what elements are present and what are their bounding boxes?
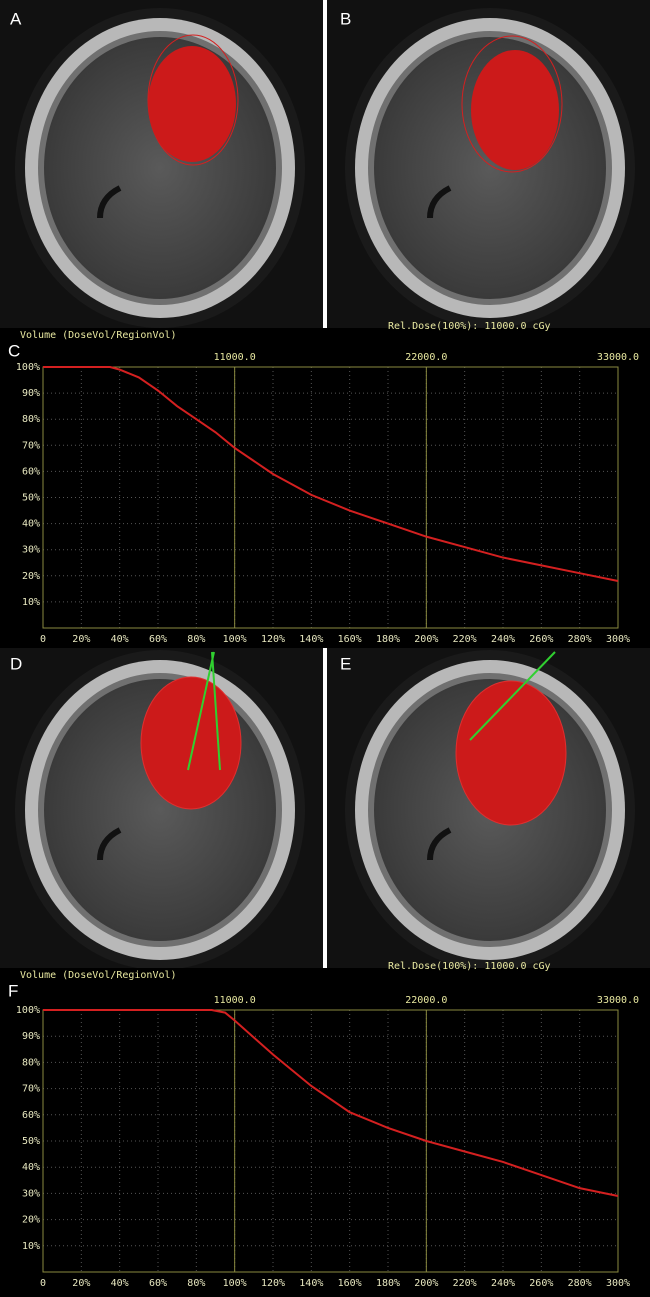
y-tick-label: 100% bbox=[16, 1005, 40, 1016]
y-tick-label: 100% bbox=[16, 362, 40, 373]
y-tick-label: 30% bbox=[22, 545, 40, 556]
y-tick-label: 20% bbox=[22, 571, 40, 582]
x-tick-label: 280% bbox=[568, 1278, 592, 1289]
y-tick-label: 50% bbox=[22, 493, 40, 504]
x-tick-label: 180% bbox=[376, 634, 400, 645]
annotation: Rel.Dose(100%): 11000.0 cGy bbox=[388, 321, 551, 332]
needle bbox=[469, 651, 556, 741]
y-tick-label: 60% bbox=[22, 1110, 40, 1121]
isodose-contour bbox=[461, 35, 563, 173]
x-tick-label: 240% bbox=[491, 634, 515, 645]
x-tick-label: 40% bbox=[111, 634, 129, 645]
y-axis-label: Volume (DoseVol/RegionVol) bbox=[20, 970, 177, 981]
x2-tick-label: 33000.0 bbox=[597, 352, 639, 363]
x-tick-label: 220% bbox=[453, 634, 477, 645]
x2-tick-label: 11000.0 bbox=[214, 995, 256, 1006]
x-tick-label: 100% bbox=[223, 634, 247, 645]
x-tick-label: 260% bbox=[529, 1278, 553, 1289]
tumor bbox=[471, 50, 559, 170]
x2-tick-label: 33000.0 bbox=[597, 995, 639, 1006]
y-tick-label: 90% bbox=[22, 1031, 40, 1042]
y-tick-label: 10% bbox=[22, 597, 40, 608]
panel-label: D bbox=[10, 654, 22, 673]
tumor bbox=[140, 676, 242, 810]
panel-label: C bbox=[8, 341, 20, 360]
x-tick-label: 20% bbox=[72, 1278, 90, 1289]
ct-slice bbox=[345, 8, 635, 328]
y-tick-label: 80% bbox=[22, 1057, 40, 1068]
x2-tick-label: 22000.0 bbox=[405, 352, 447, 363]
x-tick-label: 0 bbox=[40, 634, 46, 645]
plot-frame bbox=[42, 366, 619, 629]
x-tick-label: 200% bbox=[414, 634, 438, 645]
panel-label: B bbox=[340, 9, 351, 28]
x-tick-label: 180% bbox=[376, 1278, 400, 1289]
x-tick-label: 300% bbox=[606, 634, 630, 645]
x-tick-label: 120% bbox=[261, 634, 285, 645]
x-tick-label: 120% bbox=[261, 1278, 285, 1289]
x-tick-label: 40% bbox=[111, 1278, 129, 1289]
x-tick-label: 280% bbox=[568, 634, 592, 645]
y-tick-label: 80% bbox=[22, 414, 40, 425]
chart-bg bbox=[0, 328, 650, 648]
plot-frame bbox=[42, 1009, 619, 1273]
x-tick-label: 240% bbox=[491, 1278, 515, 1289]
needle bbox=[187, 651, 215, 771]
x-tick-label: 140% bbox=[299, 1278, 323, 1289]
dvh-curve bbox=[43, 366, 619, 582]
x2-tick-label: 22000.0 bbox=[405, 995, 447, 1006]
x-tick-label: 80% bbox=[187, 1278, 205, 1289]
y-tick-label: 50% bbox=[22, 1136, 40, 1147]
x-tick-label: 260% bbox=[529, 634, 553, 645]
y-tick-label: 30% bbox=[22, 1188, 40, 1199]
x-tick-label: 80% bbox=[187, 634, 205, 645]
y-tick-label: 10% bbox=[22, 1241, 40, 1252]
x-tick-label: 200% bbox=[414, 1278, 438, 1289]
y-tick-label: 70% bbox=[22, 1084, 40, 1095]
chart-bg bbox=[0, 968, 650, 1297]
x2-tick-label: 11000.0 bbox=[214, 352, 256, 363]
x-tick-label: 0 bbox=[40, 1278, 46, 1289]
tumor bbox=[148, 46, 236, 162]
x-tick-label: 60% bbox=[149, 1278, 167, 1289]
y-tick-label: 20% bbox=[22, 1215, 40, 1226]
y-tick-label: 40% bbox=[22, 519, 40, 530]
annotation: Rel.Dose(100%): 11000.0 cGy bbox=[388, 961, 551, 972]
x-tick-label: 140% bbox=[299, 634, 323, 645]
y-axis-label: Volume (DoseVol/RegionVol) bbox=[20, 330, 177, 341]
dvh-curve bbox=[43, 1009, 619, 1197]
x-tick-label: 300% bbox=[606, 1278, 630, 1289]
x-tick-label: 20% bbox=[72, 634, 90, 645]
y-tick-label: 60% bbox=[22, 466, 40, 477]
needle bbox=[211, 651, 221, 771]
panel-label: A bbox=[10, 9, 22, 28]
y-tick-label: 40% bbox=[22, 1162, 40, 1173]
x-tick-label: 220% bbox=[453, 1278, 477, 1289]
x-tick-label: 100% bbox=[223, 1278, 247, 1289]
panel-label: E bbox=[340, 654, 351, 673]
x-tick-label: 160% bbox=[338, 1278, 362, 1289]
x-tick-label: 160% bbox=[338, 634, 362, 645]
x-tick-label: 60% bbox=[149, 634, 167, 645]
y-tick-label: 90% bbox=[22, 388, 40, 399]
y-tick-label: 70% bbox=[22, 440, 40, 451]
panel-label: F bbox=[8, 981, 18, 1000]
tumor bbox=[455, 680, 567, 826]
isodose-contour bbox=[147, 34, 239, 166]
